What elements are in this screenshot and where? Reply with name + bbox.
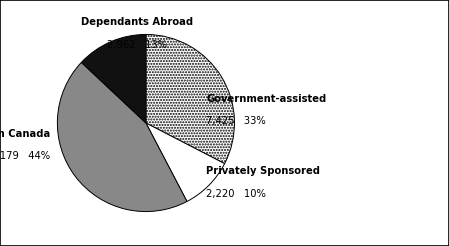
Wedge shape	[81, 34, 146, 123]
Wedge shape	[57, 62, 187, 212]
Text: 2,962   13%: 2,962 13%	[107, 40, 167, 50]
Text: 7,425   33%: 7,425 33%	[206, 116, 266, 126]
Text: 2,220   10%: 2,220 10%	[206, 188, 266, 199]
Wedge shape	[146, 123, 224, 201]
Text: Dependants Abroad: Dependants Abroad	[81, 17, 193, 27]
Text: Refugees Landed in Canada: Refugees Landed in Canada	[0, 129, 50, 139]
Text: 10,179   44%: 10,179 44%	[0, 151, 50, 161]
Text: Privately Sponsored: Privately Sponsored	[206, 166, 320, 176]
Wedge shape	[146, 34, 234, 164]
Text: Government-assisted: Government-assisted	[206, 93, 326, 104]
